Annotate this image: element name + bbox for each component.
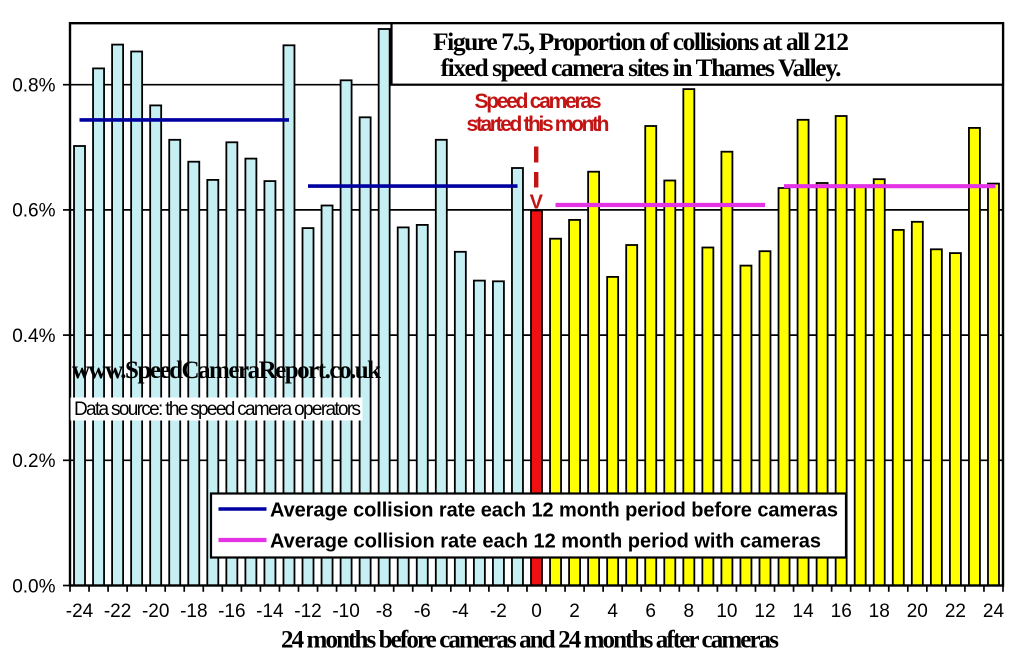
svg-text:16: 16 [831,601,852,622]
svg-text:www.SpeedCameraReport.co.uk: www.SpeedCameraReport.co.uk [72,357,381,384]
svg-text:-22: -22 [104,601,131,622]
svg-text:-2: -2 [490,601,507,622]
svg-text:-20: -20 [142,601,169,622]
svg-text:-24: -24 [66,601,94,622]
svg-text:24: 24 [983,601,1005,622]
svg-text:Speed cameras: Speed cameras [475,90,602,113]
svg-text:started this month: started this month [467,113,610,136]
svg-text:-6: -6 [414,601,431,622]
svg-text:Figure 7.5, Proportion of coll: Figure 7.5, Proportion of collisions at … [433,27,849,56]
svg-text:0.4%: 0.4% [12,326,55,347]
svg-text:8: 8 [684,601,695,622]
svg-text:Average collision rate each 12: Average collision rate each 12 month per… [270,500,838,522]
svg-text:0: 0 [531,601,542,622]
svg-text:4: 4 [607,601,618,622]
svg-text:6: 6 [645,601,656,622]
svg-text:-12: -12 [294,601,321,622]
svg-text:10: 10 [716,601,737,622]
svg-text:0.2%: 0.2% [12,451,55,472]
svg-text:Data source: the speed camera: Data source: the speed camera operators [74,399,361,420]
svg-text:-8: -8 [376,601,393,622]
svg-text:12: 12 [754,601,775,622]
svg-text:24 months before cameras and 2: 24 months before cameras and 24 months a… [281,627,779,654]
svg-text:0.0%: 0.0% [12,576,55,597]
svg-text:-4: -4 [452,601,469,622]
svg-text:Average collision rate each 12: Average collision rate each 12 month per… [270,531,821,553]
svg-text:-14: -14 [256,601,284,622]
svg-text:20: 20 [907,601,928,622]
svg-text:0.8%: 0.8% [12,76,55,97]
svg-text:V: V [530,192,544,214]
svg-text:-18: -18 [180,601,207,622]
svg-text:22: 22 [945,601,966,622]
svg-text:fixed speed camera sites in Th: fixed speed camera sites in Thames Valle… [441,53,842,82]
svg-text:2: 2 [569,601,580,622]
svg-text:-10: -10 [332,601,359,622]
svg-text:14: 14 [793,601,815,622]
svg-text:0.6%: 0.6% [12,201,55,222]
svg-text:18: 18 [869,601,890,622]
svg-text:-16: -16 [218,601,245,622]
